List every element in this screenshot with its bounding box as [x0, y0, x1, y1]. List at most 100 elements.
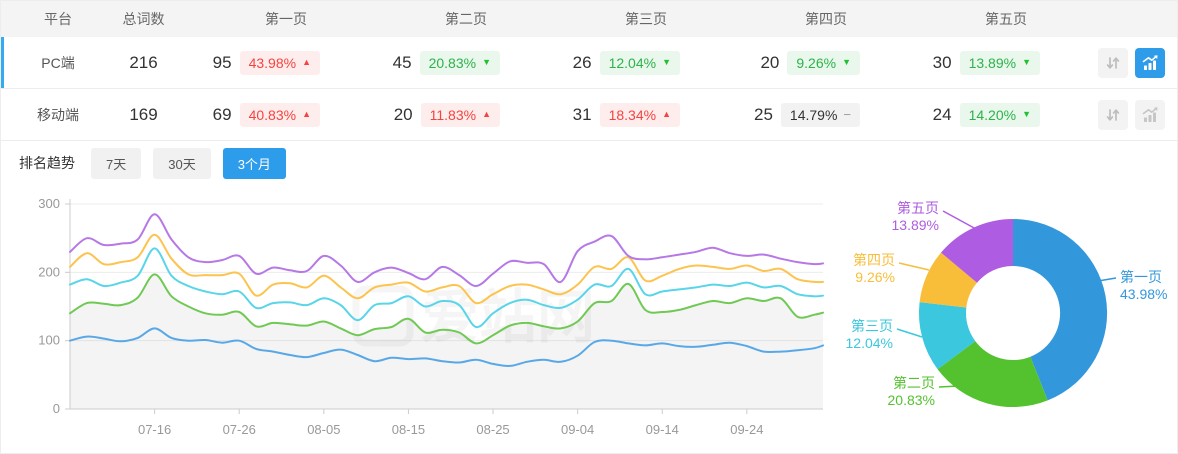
label-leader-line	[942, 210, 977, 230]
page-rank-cell: 25 14.79% −	[736, 102, 916, 127]
page-rank-cell: 26 12.04% ▼	[556, 50, 736, 75]
pie-slice-第五页[interactable]	[941, 219, 1013, 283]
x-tick-label: 08-25	[476, 422, 509, 437]
column-header: 平台	[44, 11, 72, 27]
slice-label-percent: 9.26%	[855, 269, 895, 285]
trend-chart-icon	[1142, 106, 1158, 122]
keyword-count: 30	[932, 52, 952, 72]
keyword-count: 45	[392, 52, 412, 72]
show-trend-button[interactable]	[1135, 47, 1165, 78]
keyword-count: 31	[572, 104, 592, 124]
change-percent: 20.83%	[428, 54, 477, 71]
slice-label-name: 第二页	[893, 375, 935, 391]
slice-label-name: 第一页	[1120, 269, 1162, 285]
arrow-down-icon: ▼	[662, 57, 671, 67]
page-rank-cell: 31 18.34% ▲	[556, 102, 736, 127]
sort-button[interactable]	[1098, 99, 1128, 130]
slice-label-percent: 13.89%	[892, 217, 939, 233]
x-tick-label: 08-05	[307, 422, 340, 437]
column-header: 第三页	[625, 11, 667, 27]
keyword-count: 20	[760, 52, 780, 72]
keyword-count: 24	[932, 104, 952, 124]
change-percent: 14.20%	[968, 106, 1017, 123]
rank-trend-line-chart[interactable]: 爱站网 0 100 200 300 07-16 07-26 08-05 08-15 08-25 09…	[1, 189, 836, 445]
table-row[interactable]: 移动端 169 69 40.83% ▲ 20 11.83% ▲ 31 18.34% ▲ 25 14.79…	[1, 89, 1177, 141]
sort-icon	[1106, 56, 1120, 69]
change-badge: 11.83% ▲	[420, 102, 500, 127]
arrow-up-icon: ▲	[302, 109, 311, 119]
column-header: 第四页	[805, 11, 847, 27]
x-tick-label: 08-15	[392, 422, 425, 437]
page-rank-cell: 20 9.26% ▼	[736, 50, 916, 75]
column-header: 第一页	[265, 11, 307, 27]
selected-row-indicator	[1, 37, 4, 88]
total-keywords-value: 216	[129, 52, 158, 72]
change-badge: 20.83% ▼	[419, 50, 500, 75]
change-percent: 14.79%	[789, 106, 838, 123]
table-body: PC端 216 95 43.98% ▲ 45 20.83% ▼ 26 12.04% ▼ 20 9.26%…	[1, 37, 1177, 141]
area-fill	[70, 274, 823, 409]
platform-name: 移动端	[37, 106, 79, 123]
slice-label-name: 第四页	[853, 252, 895, 268]
rank-table: 平台 总词数 第一页 第二页 第三页 第四页 第五页 PC端 216 95 43.98% ▲ 45 20…	[1, 1, 1177, 141]
period-tabs: 7天 30天 3个月	[91, 147, 298, 179]
keyword-count: 69	[212, 104, 232, 124]
arrow-up-icon: ▲	[302, 57, 311, 67]
column-header: 第五页	[985, 11, 1027, 27]
slice-label-percent: 12.04%	[846, 335, 893, 351]
label-leader-line	[938, 384, 980, 388]
row-actions	[1096, 47, 1177, 78]
series-line-第一页	[69, 327, 824, 367]
y-tick-label: 100	[38, 333, 60, 348]
pie-slice-第一页[interactable]	[1013, 218, 1108, 401]
change-badge: 13.89% ▼	[959, 50, 1040, 75]
row-actions	[1096, 99, 1177, 130]
y-tick-label: 300	[38, 196, 60, 211]
tab-7-days[interactable]: 7天	[91, 147, 142, 179]
slice-label-name: 第三页	[851, 318, 893, 334]
series-line-第二页	[69, 273, 824, 345]
page-rank-cell: 20 11.83% ▲	[376, 102, 556, 127]
slice-label-percent: 20.83%	[888, 392, 935, 408]
pie-slice-第三页[interactable]	[918, 302, 976, 370]
change-percent: 11.83%	[429, 106, 477, 123]
column-header: 总词数	[122, 11, 165, 27]
arrow-down-icon: ▼	[482, 57, 491, 67]
x-tick-label: 07-26	[223, 422, 256, 437]
slice-label-name: 第五页	[897, 200, 939, 216]
change-badge: 43.98% ▲	[239, 50, 320, 75]
label-leader-line	[898, 262, 930, 271]
page-rank-cell: 24 14.20% ▼	[916, 102, 1096, 127]
change-percent: 9.26%	[796, 54, 837, 71]
change-badge: 14.79% −	[780, 102, 860, 127]
no-change-icon: −	[843, 107, 851, 122]
change-percent: 18.34%	[608, 106, 657, 123]
keyword-count: 20	[393, 104, 413, 124]
keyword-count: 25	[754, 104, 773, 124]
change-badge: 14.20% ▼	[959, 102, 1040, 127]
series-line-第三页	[69, 247, 824, 329]
show-trend-button[interactable]	[1135, 99, 1165, 130]
tab-3-months[interactable]: 3个月	[222, 147, 286, 179]
table-row[interactable]: PC端 216 95 43.98% ▲ 45 20.83% ▼ 26 12.04% ▼ 20 9.26%…	[1, 37, 1177, 89]
change-percent: 13.89%	[968, 54, 1017, 71]
pie-slice-第四页[interactable]	[919, 252, 977, 308]
trend-section-label: 排名趋势	[19, 155, 75, 171]
arrow-up-icon: ▲	[482, 109, 491, 119]
trend-toolbar: 排名趋势 7天 30天 3个月	[1, 142, 1177, 184]
arrow-down-icon: ▼	[1022, 57, 1031, 67]
y-tick-label: 200	[38, 264, 60, 279]
sort-icon	[1106, 108, 1120, 121]
change-percent: 40.83%	[248, 106, 297, 123]
change-badge: 9.26% ▼	[787, 50, 860, 75]
sort-button[interactable]	[1098, 47, 1128, 78]
y-tick-label: 0	[53, 401, 60, 416]
x-tick-label: 09-04	[561, 422, 594, 437]
series-line-第四页	[69, 233, 824, 305]
tab-30-days[interactable]: 30天	[153, 147, 211, 179]
change-percent: 43.98%	[248, 54, 297, 71]
pie-slice-第二页[interactable]	[937, 341, 1048, 408]
x-tick-label: 07-16	[138, 422, 171, 437]
